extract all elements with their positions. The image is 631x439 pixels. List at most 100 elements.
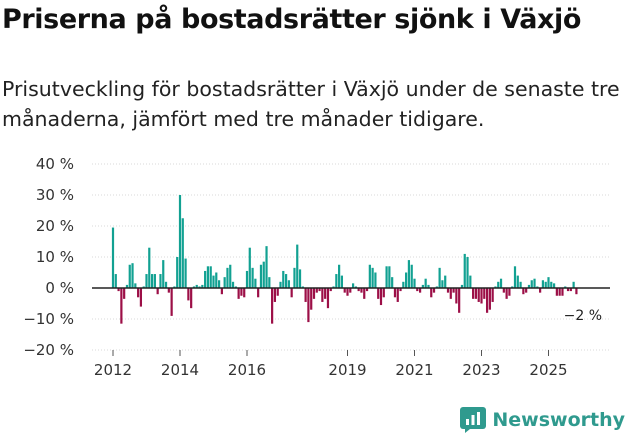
bar: [128, 264, 131, 288]
bar: [441, 280, 444, 288]
bar: [245, 270, 249, 288]
bar: [360, 288, 363, 293]
bar: [497, 281, 500, 288]
bar: [234, 286, 237, 288]
bar: [354, 286, 357, 288]
bar: [282, 270, 285, 288]
y-tick-label: 10 %: [36, 248, 74, 266]
bar: [265, 246, 268, 288]
bar: [150, 274, 154, 288]
bar: [332, 286, 335, 288]
bar: [153, 274, 156, 288]
bar: [159, 274, 162, 288]
bar: [301, 286, 304, 288]
bar: [204, 270, 207, 288]
bar: [338, 264, 341, 288]
chart-subtitle: Prisutveckling för bostadsrätter i Växjö…: [2, 77, 620, 131]
bar: [237, 288, 240, 299]
bar: [379, 288, 383, 306]
bar: [164, 281, 168, 288]
bar-chart: 40 %30 %20 %10 %0 %−10 %−20 % 2012 2014 20…: [23, 155, 610, 379]
bar: [421, 284, 424, 288]
bar: [220, 288, 223, 295]
bar: [460, 284, 464, 288]
bar: [357, 288, 360, 292]
bar: [458, 288, 461, 313]
bar: [212, 275, 215, 288]
bar: [229, 264, 232, 288]
bar: [142, 286, 145, 288]
bar: [351, 283, 355, 288]
bar: [572, 281, 575, 288]
bar: [190, 288, 193, 309]
bar: [198, 286, 201, 288]
bar: [195, 284, 198, 288]
bar: [469, 275, 472, 288]
bar: [209, 266, 212, 288]
bar: [290, 288, 293, 298]
chart-title: Priserna på bostadsrätter sjönk i Växjö: [2, 4, 582, 35]
bar: [287, 280, 290, 288]
bar: [145, 274, 148, 288]
bar: [374, 272, 377, 288]
bar: [564, 286, 567, 288]
bar: [173, 286, 176, 288]
bar: [530, 280, 533, 288]
bar: [407, 260, 411, 288]
bar: [363, 288, 366, 299]
bar: [318, 288, 321, 292]
bar: [304, 288, 307, 302]
bar: [273, 288, 277, 302]
bar: [435, 286, 438, 288]
bar: [321, 288, 324, 302]
bar: [405, 272, 408, 288]
bar: [148, 247, 151, 288]
newsworthy-logo-icon: [460, 407, 487, 433]
bar: [271, 288, 274, 324]
bar: [552, 283, 556, 288]
newsworthy-logo: Newsworthy: [460, 407, 625, 433]
bar: [539, 288, 542, 293]
bar: [541, 280, 545, 288]
bar: [550, 281, 553, 288]
bar: [393, 288, 397, 298]
bar: [430, 288, 433, 298]
bar: [329, 288, 332, 292]
bar: [187, 288, 190, 301]
bar: [511, 286, 514, 288]
bar: [508, 288, 511, 296]
bar: [315, 288, 318, 293]
bar: [243, 288, 246, 298]
bar: [505, 288, 508, 299]
bar: [217, 280, 221, 288]
bar: [251, 267, 254, 288]
bar: [416, 288, 419, 292]
bar: [343, 288, 346, 293]
bar: [463, 253, 466, 288]
bar: [307, 288, 310, 323]
bar: [499, 278, 503, 288]
bar: [527, 284, 531, 288]
y-tick-label: 0 %: [45, 279, 74, 297]
bar: [491, 288, 494, 302]
bar: [455, 288, 458, 304]
bar: [365, 288, 369, 292]
bar: [268, 277, 271, 288]
bar: [312, 288, 316, 299]
bar: [519, 281, 522, 288]
bar: [120, 288, 123, 324]
bar: [262, 261, 265, 288]
bar: [156, 288, 159, 295]
x-tick-label: 2025: [529, 361, 567, 379]
bar: [513, 266, 517, 288]
bar: [176, 257, 179, 288]
bar: [276, 288, 279, 296]
x-tick-label: 2014: [161, 361, 199, 379]
bar: [555, 288, 558, 296]
bar: [215, 272, 218, 288]
x-tick-label: 2012: [94, 361, 132, 379]
bar: [502, 288, 505, 293]
y-tick-label: 30 %: [36, 186, 74, 204]
bar: [474, 288, 478, 299]
bar: [427, 284, 430, 288]
